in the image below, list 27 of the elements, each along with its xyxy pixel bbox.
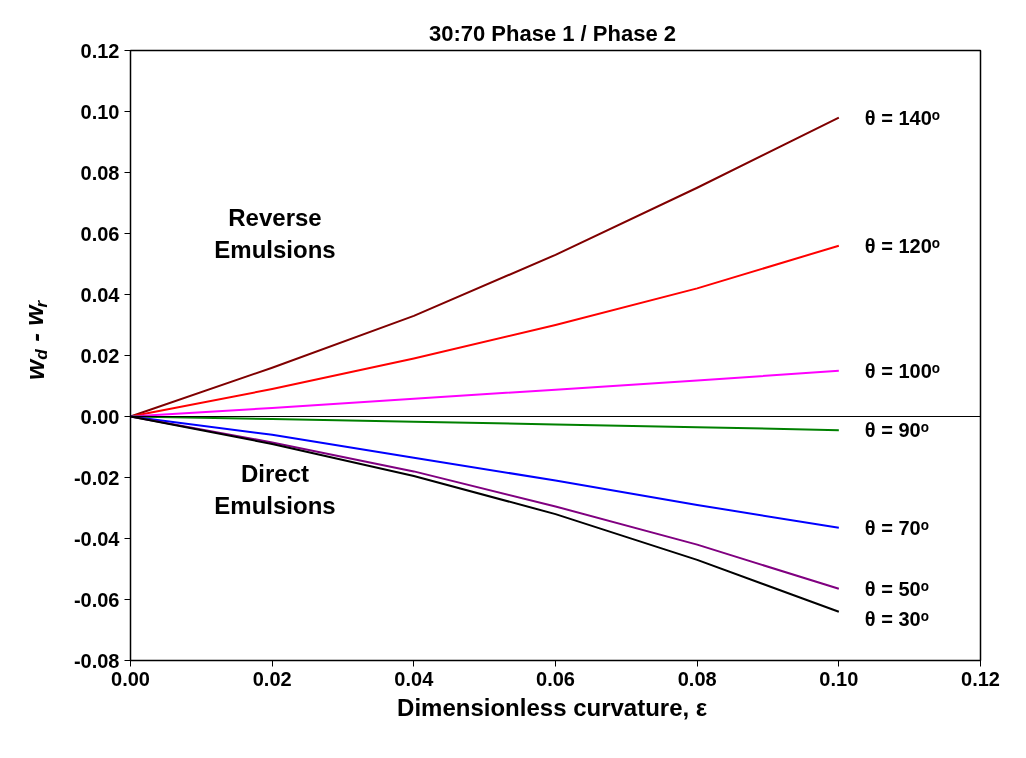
series-label: θ = 50ᵒ xyxy=(864,577,929,600)
annotation: Reverse Emulsions xyxy=(214,203,336,264)
x-tick-label: 0.08 xyxy=(677,667,717,690)
x-tick-label: 0.06 xyxy=(536,667,575,690)
y-tick-label: -0.06 xyxy=(73,588,120,611)
x-tick-label: 0.10 xyxy=(819,667,859,690)
y-tick-label: 0.02 xyxy=(80,344,120,367)
y-tick-label: 0.04 xyxy=(80,283,121,306)
series-label: θ = 120ᵒ xyxy=(864,234,941,257)
x-axis-title: Dimensionless curvature, ε xyxy=(397,693,708,721)
series-label: θ = 140ᵒ xyxy=(864,106,941,129)
series-label: θ = 100ᵒ xyxy=(864,359,941,382)
y-tick-label: 0.06 xyxy=(80,222,120,245)
y-tick-label: 0.10 xyxy=(80,100,120,123)
y-tick-label: -0.04 xyxy=(73,527,121,550)
y-tick-label: 0.12 xyxy=(80,39,120,62)
x-tick-label: 0.12 xyxy=(961,667,1000,690)
x-tick-label: 0.04 xyxy=(394,667,435,690)
series-label: θ = 30ᵒ xyxy=(864,607,929,630)
x-tick-label: 0.02 xyxy=(252,667,292,690)
y-tick-label: -0.02 xyxy=(73,466,120,489)
y-tick-label: 0.00 xyxy=(80,405,120,428)
y-tick-label: 0.08 xyxy=(80,161,120,184)
chart-title: 30:70 Phase 1 / Phase 2 xyxy=(428,20,676,46)
annotation: Direct Emulsions xyxy=(214,460,336,520)
series-label: θ = 90ᵒ xyxy=(864,419,929,442)
series-label: θ = 70ᵒ xyxy=(864,516,929,539)
